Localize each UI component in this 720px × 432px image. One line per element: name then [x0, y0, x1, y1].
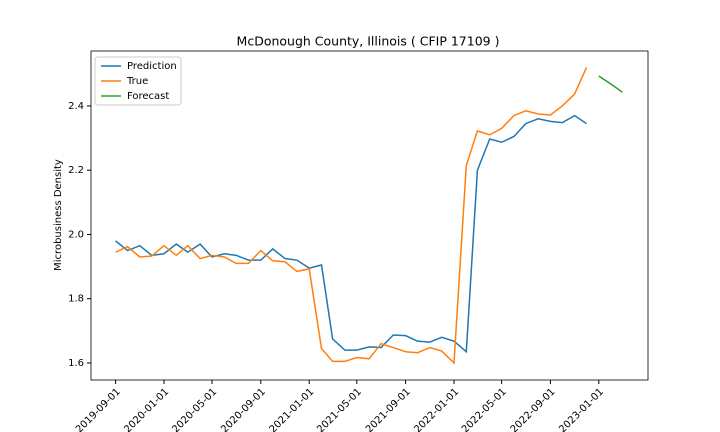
y-tick-label: 2.2	[68, 165, 84, 176]
plot-area	[90, 50, 649, 381]
y-tick-label: 2.0	[68, 229, 84, 240]
x-tick-label: 2019-09-01	[74, 386, 123, 432]
x-tick-label: 2022-01-01	[412, 386, 461, 432]
legend-label: Forecast	[127, 91, 169, 102]
x-tick-label: 2020-05-01	[170, 386, 219, 432]
line-series	[115, 114, 587, 354]
x-tick-label: 2020-01-01	[122, 386, 171, 432]
x-tick-label: 2021-01-01	[268, 386, 317, 432]
y-tick-label: 1.6	[68, 358, 84, 369]
x-tick-label: 2022-09-01	[509, 386, 558, 432]
legend-label: Prediction	[127, 61, 177, 72]
x-tick-label: 2021-05-01	[315, 386, 364, 432]
y-tick-label: 1.8	[68, 294, 84, 305]
y-axis-label: Microbusiness Density	[53, 159, 64, 271]
line-series	[115, 67, 588, 365]
x-tick-label: 2020-09-01	[219, 386, 268, 432]
chart-title: McDonough County, Illinois ( CFIP 17109 …	[237, 34, 500, 49]
line-series	[598, 75, 623, 93]
x-tick-label: 2023-01-01	[557, 386, 606, 432]
y-tick-label: 2.4	[68, 101, 84, 112]
x-tick-label: 2022-05-01	[460, 386, 509, 432]
legend-label: True	[126, 76, 148, 87]
x-tick-label: 2021-09-01	[364, 386, 413, 432]
legend-box	[94, 56, 182, 106]
